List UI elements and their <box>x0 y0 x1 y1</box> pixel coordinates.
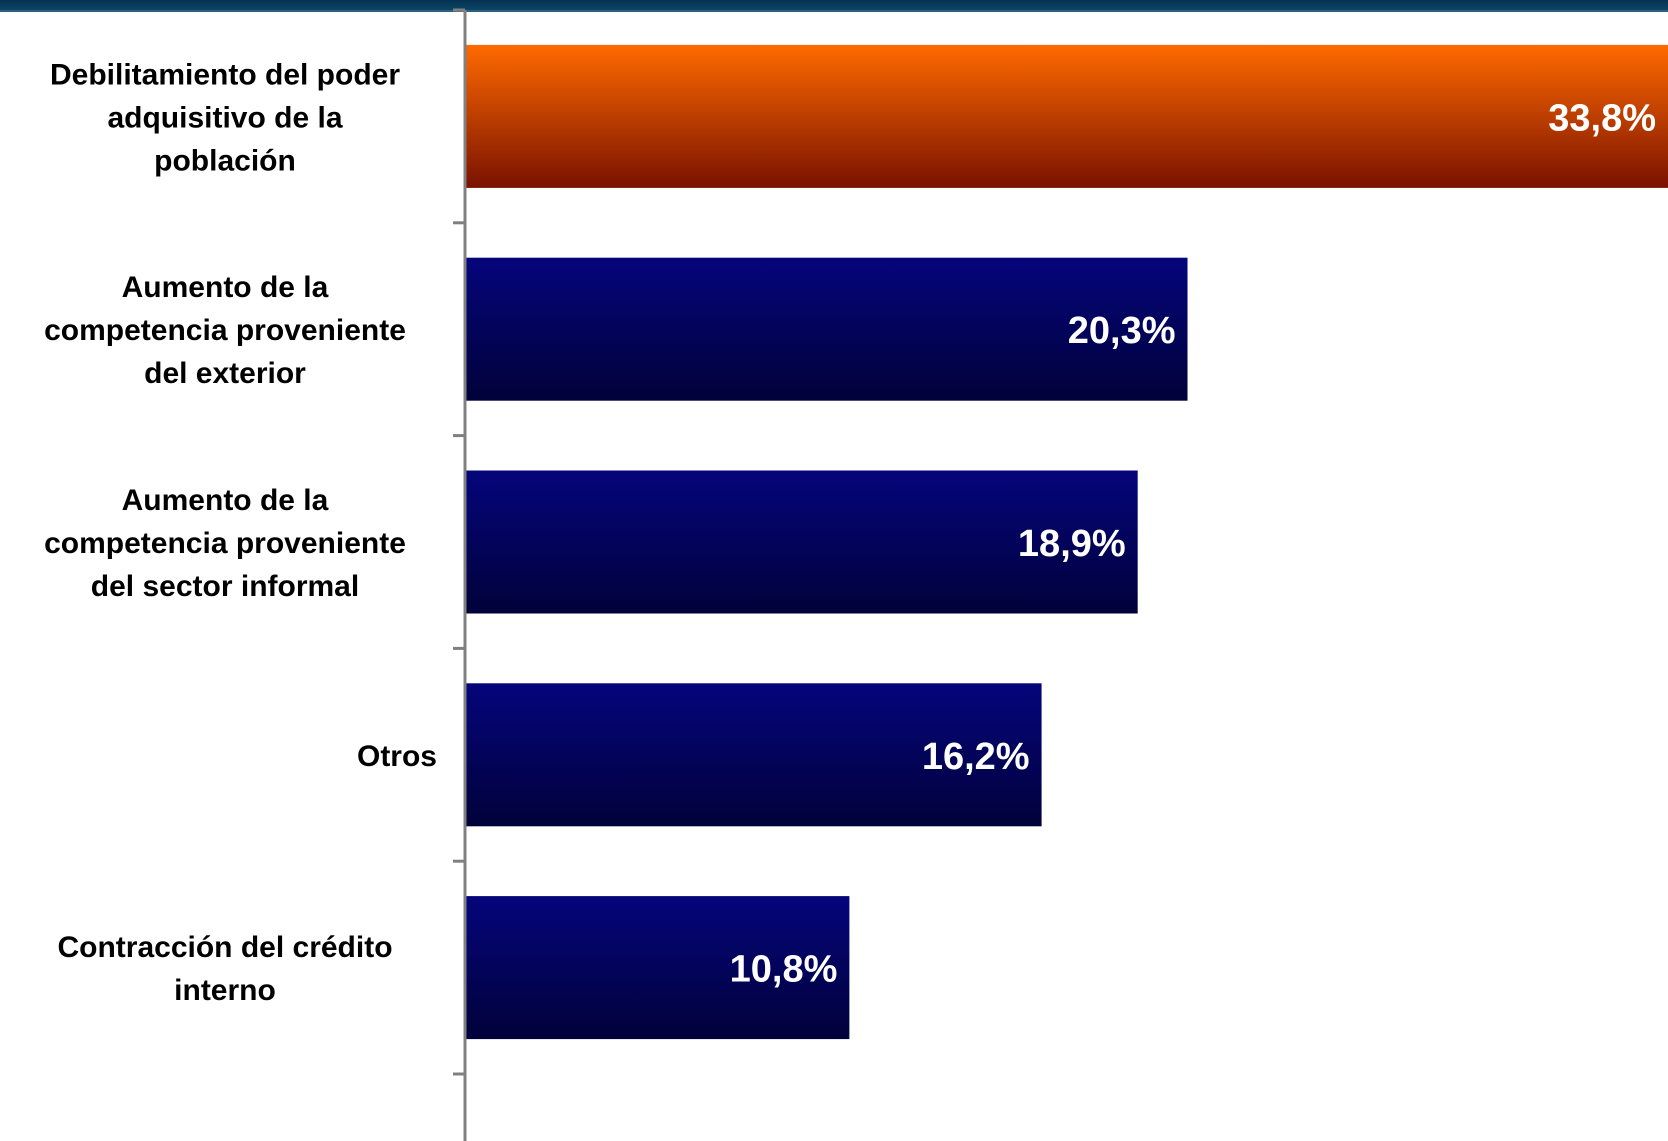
value-label-3: 18,9% <box>1018 523 1126 565</box>
category-label-1: Debilitamiento del poder adquisitivo de l… <box>50 58 400 177</box>
category-label-line: Contracción del crédito <box>57 931 392 964</box>
value-label-1: 33,8% <box>1548 97 1656 139</box>
category-label-line: competencia proveniente <box>44 527 406 560</box>
category-label-line: población <box>154 144 296 177</box>
bar-4 <box>465 683 1042 827</box>
category-label-line: del exterior <box>144 357 306 390</box>
top-band <box>0 0 1668 12</box>
category-label-line: del sector informal <box>91 570 359 603</box>
category-label-line: Aumento de la <box>122 484 329 517</box>
bar-1 <box>465 44 1668 188</box>
value-label-4: 16,2% <box>922 736 1030 778</box>
category-label-line: Otros <box>357 740 437 773</box>
category-label-line: competencia proveniente <box>44 314 406 347</box>
value-label-2: 20,3% <box>1068 310 1176 352</box>
category-label-line: Aumento de la <box>122 271 329 304</box>
category-label-line: Debilitamiento del poder <box>50 58 400 91</box>
category-label-2: Aumento de la competencia proveniente del … <box>44 271 406 390</box>
category-label-line: adquisitivo de la <box>107 101 342 134</box>
category-label-4: Otros <box>357 740 437 773</box>
value-label-5: 10,8% <box>730 949 838 991</box>
category-label-line: interno <box>174 974 276 1007</box>
bar-3 <box>465 470 1138 614</box>
bar-2 <box>465 257 1188 401</box>
category-label-3: Aumento de la competencia proveniente del … <box>44 484 406 603</box>
category-label-5: Contracción del crédito interno <box>57 931 392 1007</box>
bar-5 <box>465 896 850 1040</box>
